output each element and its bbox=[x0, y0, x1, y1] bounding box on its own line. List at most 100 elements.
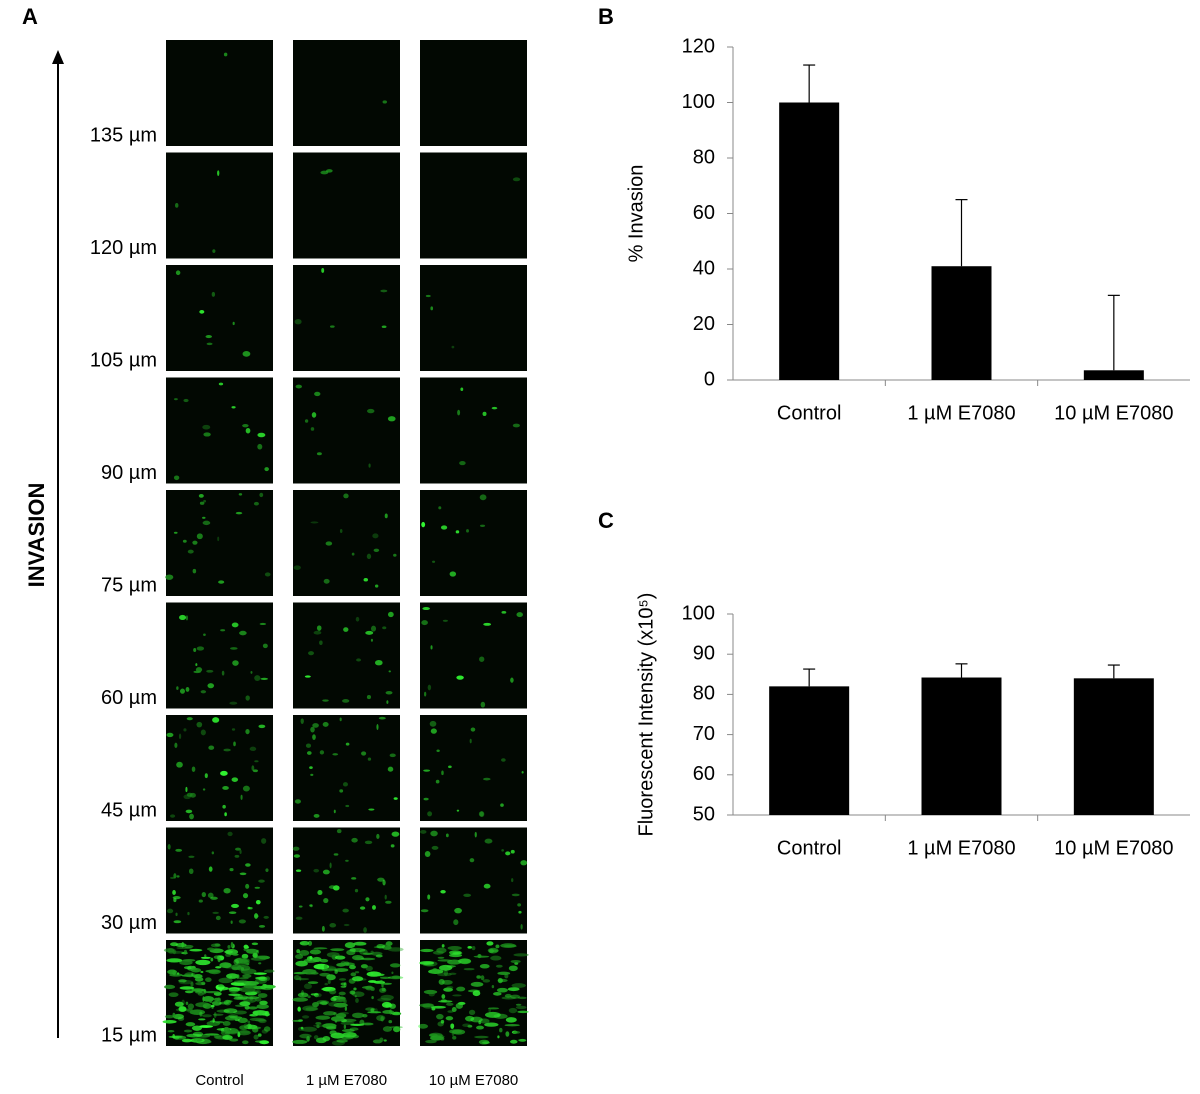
cell-spot bbox=[199, 309, 205, 314]
cell-spot bbox=[210, 896, 218, 900]
cell-spot bbox=[501, 996, 517, 1000]
cell-spot bbox=[420, 948, 434, 953]
panel-label: B bbox=[598, 4, 614, 29]
cell-spot bbox=[254, 1040, 266, 1043]
cell-spot bbox=[186, 1033, 202, 1038]
cell-spot bbox=[375, 954, 383, 958]
cell-spot bbox=[323, 1011, 336, 1016]
cell-spot bbox=[437, 959, 453, 962]
cell-spot bbox=[449, 972, 457, 975]
cell-spot bbox=[198, 899, 203, 903]
cell-spot bbox=[500, 803, 504, 807]
cell-spot bbox=[294, 319, 302, 325]
cell-spot bbox=[483, 777, 491, 781]
cell-spot bbox=[514, 962, 519, 965]
cell-spot bbox=[449, 950, 462, 955]
cell-spot bbox=[184, 990, 194, 994]
x-tick-label: 10 µM E7080 bbox=[1054, 837, 1173, 859]
cell-spot bbox=[336, 828, 342, 834]
cell-spot bbox=[302, 969, 317, 975]
cell-spot bbox=[333, 853, 339, 856]
cell-spot bbox=[353, 941, 367, 946]
bar bbox=[931, 266, 992, 380]
x-tick-label: Control bbox=[777, 837, 841, 859]
cell-spot bbox=[238, 493, 243, 496]
cell-spot bbox=[493, 991, 502, 996]
cell-spot bbox=[173, 475, 180, 481]
cell-spot bbox=[422, 964, 434, 967]
cell-spot bbox=[376, 943, 386, 949]
cell-spot bbox=[508, 965, 518, 972]
cell-spot bbox=[313, 630, 322, 635]
cell-spot bbox=[236, 964, 251, 971]
cell-spot bbox=[231, 728, 236, 731]
cell-spot bbox=[380, 994, 394, 1001]
cell-spot bbox=[247, 1006, 258, 1010]
cell-spot bbox=[251, 942, 259, 946]
cell-spot bbox=[476, 975, 481, 979]
cell-spot bbox=[352, 1012, 365, 1019]
cell-spot bbox=[490, 955, 502, 961]
cell-spot bbox=[173, 398, 178, 401]
cell-spot bbox=[206, 669, 214, 673]
cell-spot bbox=[215, 915, 221, 921]
cell-spot bbox=[257, 432, 266, 438]
cell-spot bbox=[393, 797, 398, 800]
cell-spot bbox=[321, 268, 325, 273]
cell-spot bbox=[237, 1017, 248, 1024]
depth-label: 135 µm bbox=[90, 124, 157, 146]
cell-spot bbox=[245, 729, 250, 735]
cell-spot bbox=[351, 837, 358, 843]
cell-spot bbox=[338, 991, 346, 996]
cell-spot bbox=[363, 927, 367, 933]
cell-spot bbox=[517, 1039, 527, 1042]
cell-spot bbox=[366, 971, 382, 977]
cell-spot bbox=[215, 966, 222, 969]
cell-spot bbox=[245, 427, 251, 434]
cell-spot bbox=[477, 953, 482, 959]
cell-spot bbox=[393, 1026, 401, 1033]
cell-spot bbox=[174, 1001, 184, 1007]
cell-spot bbox=[432, 560, 436, 563]
cell-spot bbox=[252, 1027, 259, 1033]
cell-spot bbox=[521, 770, 524, 774]
cell-spot bbox=[176, 946, 193, 950]
cell-spot bbox=[345, 859, 349, 862]
bar bbox=[779, 102, 840, 380]
cell-spot bbox=[204, 1033, 219, 1036]
cell-spot bbox=[299, 941, 310, 946]
cell-spot bbox=[366, 553, 372, 560]
cell-spot bbox=[452, 994, 462, 997]
cell-spot bbox=[327, 979, 331, 984]
y-tick-label: 80 bbox=[693, 683, 715, 705]
cell-spot bbox=[232, 953, 239, 956]
cell-spot bbox=[339, 978, 347, 981]
cell-spot bbox=[382, 100, 387, 104]
cell-spot bbox=[322, 699, 329, 702]
cell-spot bbox=[497, 1035, 500, 1039]
cell-spot bbox=[430, 1005, 446, 1009]
y-tick-label: 40 bbox=[693, 257, 715, 279]
cell-spot bbox=[323, 897, 329, 904]
cell-spot bbox=[223, 52, 228, 57]
cell-spot bbox=[443, 969, 449, 976]
micrograph bbox=[293, 152, 400, 259]
cell-spot bbox=[497, 978, 508, 983]
cell-spot bbox=[499, 1027, 503, 1033]
cell-spot bbox=[239, 849, 242, 854]
cell-spot bbox=[507, 987, 520, 992]
cell-spot bbox=[176, 875, 180, 878]
cell-spot bbox=[200, 690, 207, 694]
cell-spot bbox=[253, 1034, 259, 1040]
cell-spot bbox=[470, 981, 484, 987]
cell-spot bbox=[343, 1024, 347, 1030]
cell-spot bbox=[245, 863, 251, 867]
cell-spot bbox=[175, 942, 187, 948]
cell-spot bbox=[484, 838, 493, 844]
micrograph bbox=[293, 602, 400, 709]
cell-spot bbox=[239, 1001, 251, 1007]
cell-spot bbox=[242, 350, 251, 357]
cell-spot bbox=[254, 675, 261, 681]
cell-spot bbox=[191, 988, 205, 992]
cell-spot bbox=[336, 963, 346, 967]
